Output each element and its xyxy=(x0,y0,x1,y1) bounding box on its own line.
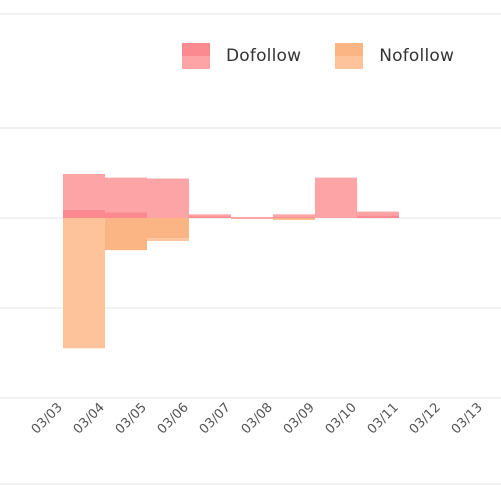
x-tick-label: 03/13 xyxy=(449,400,486,437)
bar-dofollow-overlap-03-07 xyxy=(189,216,231,218)
bar-nofollow-overlap-03-09 xyxy=(273,218,315,220)
bar-nofollow-03-06 xyxy=(147,238,189,241)
x-tick-label: 03/05 xyxy=(113,400,150,437)
bar-dofollow-03-06 xyxy=(147,178,189,218)
x-tick-label: 03/12 xyxy=(407,400,444,437)
x-tick-label: 03/09 xyxy=(281,400,318,437)
bar-dofollow-03-07 xyxy=(189,214,231,217)
bar-nofollow-overlap-03-05 xyxy=(105,218,147,251)
bar-dofollow-03-10 xyxy=(315,177,357,218)
x-tick-label: 03/08 xyxy=(239,400,276,437)
bar-nofollow-overlap-03-06 xyxy=(147,218,189,239)
bar-dofollow-03-08 xyxy=(231,217,273,219)
x-tick-label: 03/10 xyxy=(323,400,360,437)
x-tick-label: 03/07 xyxy=(197,400,234,437)
bar-dofollow-overlap-03-09 xyxy=(273,217,315,218)
legend: Dofollow Nofollow xyxy=(182,43,454,69)
x-tick-label: 03/06 xyxy=(155,400,192,437)
legend-label-dofollow: Dofollow xyxy=(226,46,302,66)
legend-item-dofollow[interactable]: Dofollow xyxy=(182,43,301,69)
bar-dofollow-overlap-03-04 xyxy=(63,209,105,218)
x-tick-label: 03/04 xyxy=(71,400,108,437)
legend-item-nofollow[interactable]: Nofollow xyxy=(335,43,454,69)
x-tick-label: 03/11 xyxy=(365,400,402,437)
bar-dofollow-03-11 xyxy=(357,211,399,216)
bar-dofollow-03-05 xyxy=(105,177,147,213)
x-tick-label: 03/03 xyxy=(29,400,66,437)
bar-dofollow-03-09 xyxy=(273,214,315,218)
legend-swatch-dofollow xyxy=(182,43,210,69)
legend-label-nofollow: Nofollow xyxy=(379,46,455,66)
bar-dofollow-overlap-03-05 xyxy=(105,212,147,218)
legend-swatch-nofollow xyxy=(335,43,364,69)
bar-dofollow-overlap-03-11 xyxy=(357,215,399,218)
bar-nofollow-03-04 xyxy=(63,218,105,349)
bar-dofollow-03-04 xyxy=(63,173,105,210)
